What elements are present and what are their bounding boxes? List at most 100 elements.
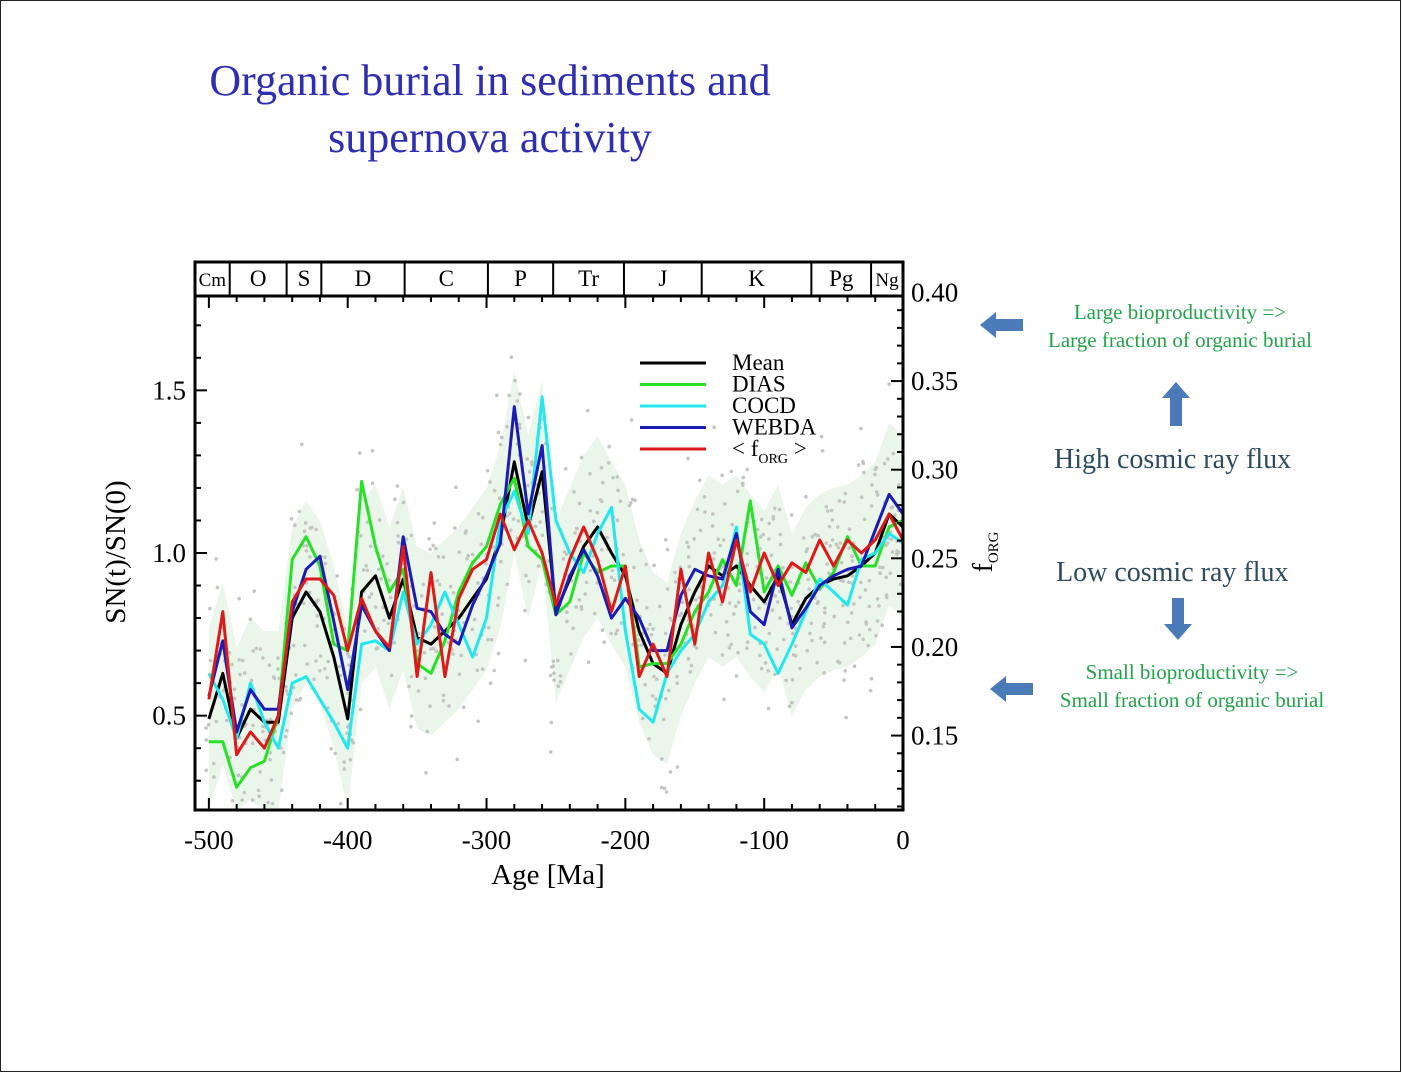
scatter-point: [759, 517, 764, 522]
scatter-point: [698, 528, 703, 533]
scatter-point: [686, 555, 691, 559]
scatter-point: [289, 711, 294, 716]
scatter-point: [716, 537, 720, 541]
scatter-point: [867, 627, 872, 632]
scatter-point: [312, 677, 316, 682]
scatter-point: [694, 646, 699, 650]
scatter-point: [573, 531, 577, 535]
y2-tick-label: 0.35: [911, 366, 958, 396]
scatter-point: [375, 646, 380, 650]
scatter-point: [745, 467, 749, 472]
y2-label-sub: ORG: [986, 531, 1002, 563]
scatter-point: [556, 684, 561, 688]
scatter-point: [487, 626, 491, 630]
scatter-point: [852, 602, 856, 606]
scatter-point: [813, 532, 817, 537]
scatter-point: [291, 643, 296, 648]
scatter-point: [737, 588, 742, 593]
scatter-point: [583, 592, 587, 596]
scatter-point: [778, 542, 783, 547]
low-cosmic-ray-flux: Low cosmic ray flux: [1056, 557, 1289, 588]
geologic-period-bar: Cm O S D C P Tr J K Pg Ng: [193, 260, 905, 298]
scatter-point: [422, 651, 427, 655]
scatter-point: [314, 659, 318, 663]
scatter-point: [505, 582, 510, 587]
scatter-point: [558, 674, 563, 678]
scatter-point: [385, 562, 389, 566]
scatter-point: [323, 667, 327, 671]
scatter-point: [895, 549, 899, 553]
scatter-point: [758, 653, 762, 658]
scatter-point: [668, 616, 672, 621]
scatter-point: [496, 596, 501, 600]
scatter-point: [451, 652, 455, 656]
scatter-point: [609, 575, 614, 580]
scatter-point: [538, 520, 542, 524]
scatter-point: [836, 659, 840, 664]
scatter-point: [825, 562, 829, 566]
legend-label: < fORG >: [732, 436, 807, 467]
scatter-point: [841, 603, 845, 608]
scatter-point: [346, 651, 350, 656]
scatter-point: [242, 790, 247, 795]
scatter-point: [404, 537, 409, 541]
scatter-point: [655, 677, 659, 681]
scatter-point: [252, 589, 256, 593]
scatter-point: [441, 693, 446, 698]
scatter-point: [645, 627, 650, 631]
scatter-point: [227, 650, 232, 655]
scatter-point: [651, 627, 655, 631]
scatter-point: [697, 595, 702, 600]
x-tick-label: -300: [462, 825, 512, 855]
scatter-point: [370, 481, 375, 486]
svg-text:fORG: fORG: [968, 531, 1002, 572]
scatter-point: [289, 516, 294, 521]
scatter-point: [284, 685, 288, 689]
scatter-point: [315, 624, 320, 628]
series-line-cocd: [207, 395, 904, 750]
scatter-point: [789, 513, 794, 517]
scatter-point: [294, 673, 298, 677]
legend-label: DIAS: [732, 372, 786, 397]
scatter-point: [588, 471, 592, 476]
scatter-point: [476, 512, 481, 516]
scatter-point: [208, 606, 212, 611]
scatter-point: [652, 563, 656, 568]
scatter-point: [373, 605, 378, 609]
large-bioproductivity-note: Large bioproductivity => Large fraction …: [1020, 298, 1340, 354]
scatter-point: [679, 611, 684, 616]
scatter-point: [809, 621, 814, 626]
scatter-point: [804, 549, 809, 554]
scatter-point: [777, 507, 782, 512]
scatter-point: [240, 703, 244, 707]
scatter-point: [870, 483, 874, 487]
scatter-point: [852, 664, 857, 668]
scatter-point: [675, 765, 680, 769]
scatter-point: [293, 585, 297, 590]
scatter-point: [843, 669, 847, 673]
scatter-point: [523, 658, 528, 663]
scatter-point: [336, 721, 341, 726]
scatter-point: [718, 543, 722, 548]
scatter-point: [599, 547, 604, 552]
scatter-point: [869, 677, 874, 681]
scatter-point: [436, 555, 441, 559]
scatter-point: [302, 529, 307, 533]
scatter-point: [369, 592, 374, 596]
scatter-point: [647, 737, 651, 741]
scatter-point: [874, 465, 879, 470]
scatter-point: [824, 541, 828, 545]
period-label: P: [514, 266, 527, 291]
scatter-point: [347, 663, 351, 667]
scatter-point: [599, 466, 604, 470]
y2-label-main: f: [968, 563, 999, 573]
scatter-point: [571, 626, 575, 630]
scatter-point: [363, 629, 367, 633]
scatter-point: [806, 577, 810, 582]
slide-title: Organic burial in sediments and supernov…: [150, 52, 830, 166]
scatter-point: [284, 689, 289, 693]
scatter-point: [485, 469, 490, 473]
scatter-point: [796, 599, 800, 604]
scatter-point: [388, 595, 393, 600]
scatter-point: [763, 661, 768, 665]
